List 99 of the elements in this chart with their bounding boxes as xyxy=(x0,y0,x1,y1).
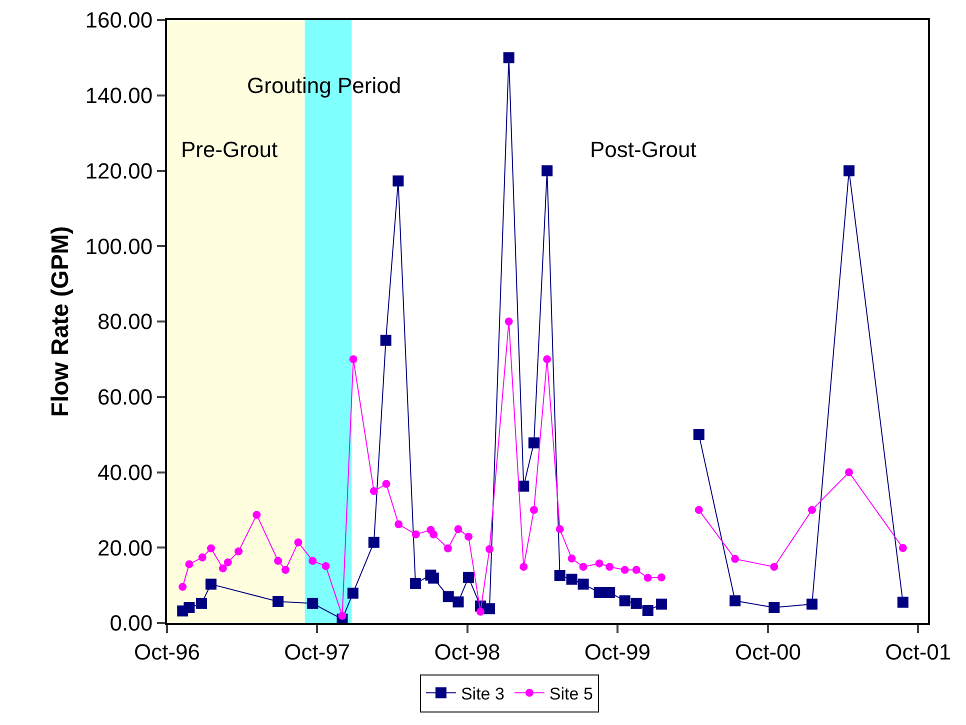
point xyxy=(845,468,854,476)
point xyxy=(808,506,816,514)
point xyxy=(579,562,588,571)
y-tick-label: 0.00 xyxy=(110,610,153,636)
point xyxy=(484,603,495,614)
point xyxy=(206,578,217,590)
point xyxy=(768,602,780,614)
annotation: Post-Grout xyxy=(590,137,696,162)
point xyxy=(308,556,317,565)
point xyxy=(430,530,438,538)
point xyxy=(410,578,421,589)
point xyxy=(594,586,605,598)
point xyxy=(380,334,392,346)
point xyxy=(806,598,818,610)
x-tick-label: Oct-98 xyxy=(434,639,500,664)
band-label: Pre-Grout xyxy=(181,137,278,162)
y-tick-label: 20.00 xyxy=(98,535,153,560)
x-tick-label: Oct-97 xyxy=(284,639,350,664)
y-tick-label: 80.00 xyxy=(98,309,153,334)
point xyxy=(234,547,243,556)
point xyxy=(207,544,216,552)
point xyxy=(394,520,403,528)
point xyxy=(347,588,358,599)
point xyxy=(731,554,740,563)
point xyxy=(595,559,604,568)
point xyxy=(274,556,282,565)
point xyxy=(898,544,907,552)
point xyxy=(218,564,227,572)
x-tick-label: Oct-00 xyxy=(734,639,801,664)
legend-label: Site 3 xyxy=(460,684,504,704)
x-tick-label: Oct-99 xyxy=(584,639,650,664)
point xyxy=(307,598,318,609)
point xyxy=(518,480,530,492)
point xyxy=(897,596,908,608)
point xyxy=(452,596,464,608)
point xyxy=(382,480,390,488)
point xyxy=(442,591,454,602)
point xyxy=(694,506,703,514)
point xyxy=(503,52,514,64)
point xyxy=(632,566,640,574)
y-tick-label: 140.00 xyxy=(85,83,153,108)
point xyxy=(542,165,553,176)
y-tick-label: 120.00 xyxy=(85,158,153,184)
point xyxy=(656,598,667,610)
point xyxy=(530,506,538,514)
point xyxy=(281,566,290,574)
point xyxy=(178,582,187,591)
point xyxy=(604,586,616,598)
point xyxy=(844,165,855,176)
y-axis-title: Flow Rate (GPM) xyxy=(46,226,74,417)
point xyxy=(196,598,208,609)
point xyxy=(185,560,194,568)
point xyxy=(294,538,302,546)
point xyxy=(693,429,704,440)
point xyxy=(578,578,589,590)
point xyxy=(543,355,552,364)
point xyxy=(644,574,652,582)
point xyxy=(554,570,566,582)
point xyxy=(392,175,404,186)
point xyxy=(272,596,284,608)
point xyxy=(770,562,778,571)
point xyxy=(463,572,474,583)
x-tick-label: Oct-01 xyxy=(885,639,952,664)
point xyxy=(657,573,666,582)
point xyxy=(528,437,540,448)
point xyxy=(368,536,380,548)
point xyxy=(566,574,578,585)
point xyxy=(568,554,576,563)
point xyxy=(556,525,564,534)
y-tick-label: 100.00 xyxy=(85,234,153,259)
y-tick-label: 160.00 xyxy=(85,8,153,33)
point xyxy=(619,595,630,606)
point xyxy=(349,355,358,364)
point xyxy=(504,318,513,326)
point xyxy=(464,532,473,541)
point xyxy=(476,608,484,616)
point xyxy=(630,598,642,609)
band-label: Grouting Period xyxy=(247,73,402,98)
point xyxy=(338,612,346,620)
point xyxy=(198,553,206,562)
point xyxy=(412,530,420,538)
point xyxy=(520,562,528,571)
point xyxy=(444,544,452,552)
point xyxy=(252,510,261,519)
x-tick-label: Oct-96 xyxy=(134,639,200,664)
point xyxy=(486,545,494,554)
legend-label: Site 5 xyxy=(549,684,593,704)
point xyxy=(428,572,440,584)
point xyxy=(370,487,378,496)
point xyxy=(620,566,629,574)
point xyxy=(454,525,462,534)
point xyxy=(642,605,654,616)
point xyxy=(730,595,741,606)
point xyxy=(606,562,614,571)
point xyxy=(224,558,232,566)
point xyxy=(184,602,195,614)
point xyxy=(322,562,330,570)
y-tick-label: 40.00 xyxy=(98,460,153,485)
y-tick-label: 60.00 xyxy=(98,384,153,410)
